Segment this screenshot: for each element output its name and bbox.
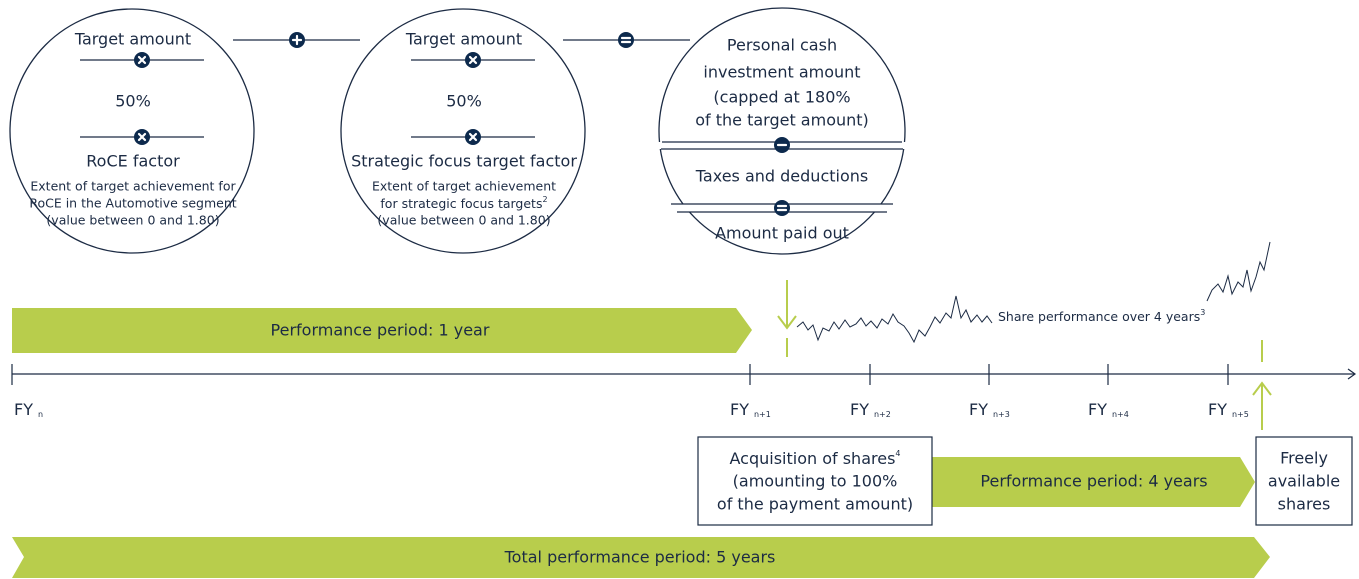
term: Target amount (405, 30, 522, 49)
acquisition-box (697, 436, 933, 526)
timeline-head (1347, 368, 1357, 380)
operator-equals (618, 32, 634, 48)
operator-equals (774, 200, 790, 216)
up-arrow (1252, 340, 1272, 430)
year-label: FY n+5 (1208, 400, 1249, 419)
operator-times (465, 52, 481, 68)
description: RoCE in the Automotive segment (29, 196, 236, 211)
period-label: Performance period: 4 years (980, 472, 1207, 491)
investment: investment amount (703, 63, 860, 82)
year-label-sub: n+2 (874, 410, 891, 419)
year-label: FY n+3 (969, 400, 1010, 419)
term: Strategic focus target factor (351, 152, 577, 171)
operator-dot (774, 200, 790, 216)
acquisition: Acquisition of shares4 (729, 449, 900, 468)
operator-minus (774, 137, 790, 153)
investment: (capped at 180% (713, 88, 850, 107)
arrow-second-period (932, 457, 1255, 507)
factor: 50% (115, 92, 151, 111)
operator-stroke (137, 55, 147, 65)
year-label-sub: n (38, 410, 43, 419)
release: shares (1278, 495, 1331, 514)
description: (value between 0 and 1.80) (377, 213, 550, 228)
middle-circle (340, 8, 586, 254)
year-label-sub: n+1 (754, 410, 771, 419)
footnote: 3 (1200, 308, 1205, 317)
release: available (1268, 472, 1340, 491)
year-label-text: FY (1088, 400, 1107, 419)
share-line (796, 295, 993, 344)
operator-stroke (468, 132, 478, 142)
result-circle (658, 7, 906, 255)
footnote: 4 (895, 449, 900, 458)
description: Extent of target achievement for (30, 179, 236, 194)
operator-stroke (137, 132, 147, 142)
deductions: Taxes and deductions (695, 167, 868, 186)
left-circle (9, 8, 255, 254)
footnote: 2 (542, 195, 547, 204)
investment: Personal cash (727, 36, 837, 55)
arrow-first-period (12, 308, 752, 353)
factor: 50% (446, 92, 482, 111)
operator-times (134, 52, 150, 68)
share-performance-text: Share performance over 4 years (998, 309, 1200, 324)
operator-plus (289, 32, 305, 48)
year-label-text: FY (850, 400, 869, 419)
year-label: FY n+2 (850, 400, 891, 419)
down-arrow (777, 280, 797, 357)
term: RoCE factor (86, 152, 180, 171)
year-label-text: FY (14, 400, 33, 419)
investment: of the target amount) (695, 111, 869, 130)
year-label-sub: n+4 (1112, 410, 1129, 419)
year-label: FY n+1 (730, 400, 771, 419)
description: (value between 0 and 1.80) (46, 213, 219, 228)
year-label: FY n+4 (1088, 400, 1129, 419)
share-performance: Share performance over 4 years3 (998, 308, 1205, 324)
payout: Amount paid out (715, 224, 849, 243)
acquisition: of the payment amount) (717, 495, 913, 514)
year-label: FY n (14, 400, 43, 419)
operator-stroke (468, 55, 478, 65)
operator-times (465, 129, 481, 145)
year-label-sub: n+5 (1232, 410, 1249, 419)
share-line (1206, 241, 1271, 302)
term: Target amount (74, 30, 191, 49)
operator-dot (618, 32, 634, 48)
acquisition: (amounting to 100% (733, 472, 898, 491)
release-box (1255, 436, 1353, 526)
acquisition-text: Acquisition of shares (729, 449, 895, 468)
arrow-total-period (12, 537, 1270, 578)
release: Freely (1280, 449, 1328, 468)
year-label-text: FY (969, 400, 988, 419)
description: for strategic focus targets2 (380, 195, 547, 211)
description: Extent of target achievement (372, 179, 556, 194)
period-label: Total performance period: 5 years (504, 548, 776, 567)
year-label-text: FY (1208, 400, 1227, 419)
description: for strategic focus targets (380, 196, 542, 211)
period-label: Performance period: 1 year (271, 321, 490, 340)
year-label-text: FY (730, 400, 749, 419)
operator-times (134, 129, 150, 145)
year-label-sub: n+3 (993, 410, 1010, 419)
